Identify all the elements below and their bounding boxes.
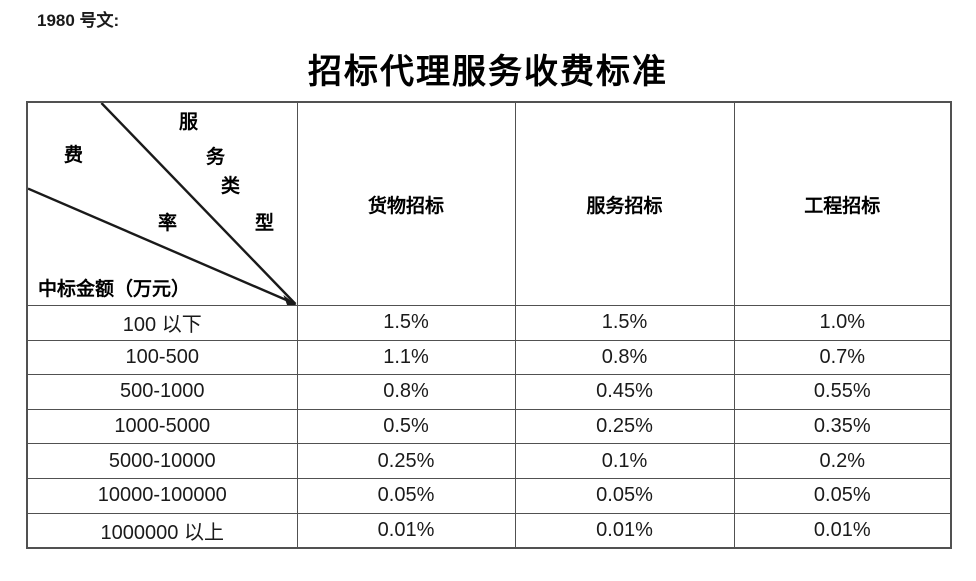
- table-row: 10000-100000 0.05% 0.05% 0.05%: [26, 477, 952, 514]
- page-title: 招标代理服务收费标准: [308, 52, 668, 92]
- rate-value: 0.45%: [514, 374, 735, 410]
- column-header-goods: 货物招标: [296, 101, 516, 306]
- amount-bracket: 10000-100000: [26, 477, 298, 514]
- corner-label-service-char: 类: [221, 175, 241, 197]
- amount-bracket: 100-500: [26, 339, 298, 376]
- diagonal-arrow-tip: [283, 295, 296, 305]
- column-header-services: 服务招标: [514, 101, 735, 306]
- rate-value: 0.2%: [733, 443, 952, 479]
- rate-value: 0.7%: [733, 339, 952, 376]
- table-row: 100-500 1.1% 0.8% 0.7%: [26, 339, 952, 376]
- rate-value: 0.05%: [733, 477, 952, 514]
- corner-label-service-char: 服: [179, 111, 199, 133]
- rate-value: 1.5%: [296, 305, 516, 341]
- diagonal-divider-lines: [28, 103, 296, 305]
- rate-value: 0.5%: [296, 408, 516, 445]
- corner-label-amount: 中标金额（万元）: [38, 278, 191, 300]
- rate-value: 0.25%: [296, 443, 516, 479]
- rate-value: 0.55%: [733, 374, 952, 410]
- rate-value: 0.01%: [733, 512, 952, 549]
- table-row: 5000-10000 0.25% 0.1% 0.2%: [26, 443, 952, 479]
- amount-bracket: 100 以下: [26, 305, 298, 341]
- fee-standard-table: 费 服 务 类 型 率 中标金额（万元） 货物招标 服务招标 工程招标 100 …: [26, 101, 952, 550]
- corner-label-fee: 费: [64, 144, 84, 166]
- corner-label-service-char: 型: [255, 212, 275, 234]
- rate-value: 0.05%: [296, 477, 516, 514]
- rate-value: 0.35%: [733, 408, 952, 445]
- amount-bracket: 500-1000: [26, 374, 298, 410]
- table-row: 1000000 以上 0.01% 0.01% 0.01%: [26, 512, 952, 549]
- table-row: 100 以下 1.5% 1.5% 1.0%: [26, 305, 952, 341]
- rate-value: 0.8%: [514, 339, 735, 376]
- rate-value: 0.01%: [296, 512, 516, 549]
- header-row: 费 服 务 类 型 率 中标金额（万元） 货物招标 服务招标 工程招标: [26, 101, 952, 306]
- corner-label-rate: 率: [158, 212, 178, 234]
- amount-bracket: 1000-5000: [26, 408, 298, 445]
- amount-bracket: 5000-10000: [26, 443, 298, 479]
- column-header-works: 工程招标: [733, 101, 952, 306]
- doc-number-label: 1980 号文:: [37, 11, 120, 30]
- table-row: 500-1000 0.8% 0.45% 0.55%: [26, 374, 952, 410]
- rate-value: 1.0%: [733, 305, 952, 341]
- rate-value: 0.1%: [514, 443, 735, 479]
- rate-value: 0.25%: [514, 408, 735, 445]
- table-corner-header: 费 服 务 类 型 率 中标金额（万元）: [26, 101, 298, 306]
- amount-bracket: 1000000 以上: [26, 512, 298, 549]
- corner-label-service-char: 务: [206, 146, 226, 168]
- rate-value: 1.5%: [514, 305, 735, 341]
- rate-value: 0.05%: [514, 477, 735, 514]
- rate-value: 0.8%: [296, 374, 516, 410]
- rate-value: 0.01%: [514, 512, 735, 549]
- table-row: 1000-5000 0.5% 0.25% 0.35%: [26, 408, 952, 445]
- rate-value: 1.1%: [296, 339, 516, 376]
